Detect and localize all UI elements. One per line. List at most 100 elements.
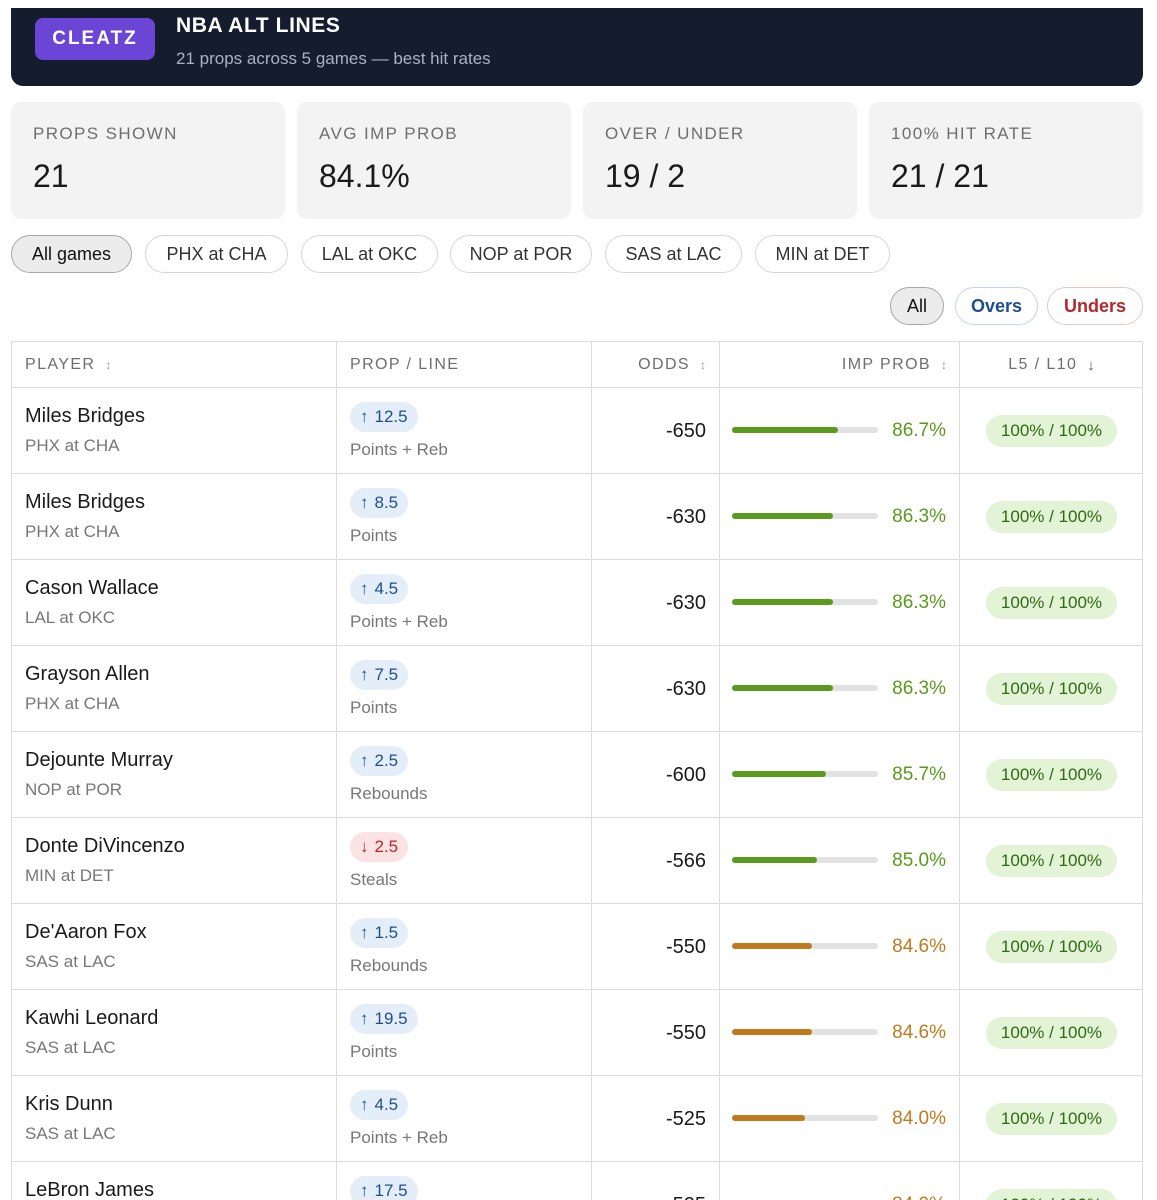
- prop-line-value: 1.5: [374, 923, 399, 942]
- filter-min-at-det[interactable]: MIN at DET: [755, 235, 890, 273]
- arrow-down-icon: ↓: [360, 837, 369, 856]
- imp-prob-bar-fill: [732, 1115, 805, 1121]
- prop-line-badge: ↑ 19.5: [350, 1004, 418, 1034]
- filter-all-games[interactable]: All games: [11, 235, 132, 273]
- filter-phx-at-cha[interactable]: PHX at CHA: [145, 235, 288, 273]
- player-name[interactable]: LeBron James: [25, 1179, 154, 1200]
- player-game: NOP at POR: [25, 780, 122, 799]
- stat-label: PROPS SHOWN: [33, 124, 178, 143]
- table-row[interactable]: Miles Bridges PHX at CHA ↑ 8.5 Points -630 86.…: [12, 474, 1142, 560]
- column-header-hit-rate[interactable]: L5 / L10 ↓: [960, 342, 1143, 388]
- filter-sas-at-lac[interactable]: SAS at LAC: [605, 235, 742, 273]
- player-name[interactable]: Cason Wallace: [25, 577, 159, 599]
- player-name[interactable]: Miles Bridges: [25, 405, 146, 427]
- table-row[interactable]: LeBron JamesLAL at OKC↑17.5Points-52584.…: [12, 1162, 1142, 1200]
- filter-lal-at-okc[interactable]: LAL at OKC: [301, 235, 438, 273]
- arrow-up-icon: ↑: [360, 923, 369, 942]
- imp-prob-bar-fill: [732, 857, 818, 863]
- table-row[interactable]: Kawhi Leonard SAS at LAC ↑ 19.5 Points -550 84…: [12, 990, 1142, 1076]
- column-header-player[interactable]: PLAYER ↕: [25, 342, 111, 388]
- stat-card-props-shown: PROPS SHOWN 21: [11, 102, 285, 219]
- arrow-up-icon: ↑: [360, 493, 369, 512]
- arrow-up-icon: ↑: [360, 665, 369, 684]
- arrow-up-icon: ↑: [360, 1095, 369, 1114]
- table-row[interactable]: Cason Wallace LAL at OKC ↑ 4.5 Points + Reb -…: [12, 560, 1142, 646]
- stats-row: PROPS SHOWN 21 AVG IMP PROB 84.1% OVER /…: [11, 102, 1143, 219]
- player-game: SAS at LAC: [25, 1124, 116, 1143]
- table-row[interactable]: Donte DiVincenzo MIN at DET ↓ 2.5 Steals -566…: [12, 818, 1142, 904]
- odds-value: -566: [665, 850, 706, 872]
- prop-line-value: 8.5: [374, 493, 399, 512]
- stat-value: 21 / 21: [891, 158, 989, 194]
- imp-prob-value: 86.3%: [892, 678, 946, 699]
- column-divider: [591, 342, 592, 1200]
- imp-prob-bar-fill: [732, 1029, 813, 1035]
- side-filter-overs[interactable]: Overs: [955, 287, 1038, 325]
- player-name[interactable]: Miles Bridges: [25, 491, 146, 513]
- column-label: IMP PROB: [841, 356, 931, 373]
- imp-prob-value: 84.0%: [892, 1108, 946, 1129]
- player-name[interactable]: Donte DiVincenzo: [25, 835, 185, 857]
- arrow-up-icon: ↑: [360, 1181, 369, 1200]
- player-name[interactable]: Kawhi Leonard: [25, 1007, 159, 1029]
- player-name[interactable]: Grayson Allen: [25, 663, 150, 685]
- imp-prob-value: 86.7%: [892, 420, 946, 441]
- table-row[interactable]: De'Aaron Fox SAS at LAC ↑ 1.5 Rebounds -550 84…: [12, 904, 1142, 990]
- column-header-prop-line[interactable]: PROP / LINE: [350, 342, 459, 388]
- column-header-odds[interactable]: ODDS ↕: [591, 342, 706, 388]
- prop-line-value: 19.5: [374, 1009, 408, 1028]
- imp-prob-bar-fill: [732, 513, 834, 519]
- hit-rate-badge: 100% / 100%: [986, 501, 1117, 533]
- prop-line-badge: ↓ 2.5: [350, 832, 409, 862]
- imp-prob-bar: [732, 771, 878, 777]
- stat-card-over-under: OVER / UNDER 19 / 2: [583, 102, 857, 219]
- stat-value: 84.1%: [319, 158, 410, 194]
- side-filter-unders[interactable]: Unders: [1047, 287, 1143, 325]
- hit-rate-badge: 100% / 100%: [986, 759, 1117, 791]
- prop-line-badge: ↑ 7.5: [350, 660, 409, 690]
- hit-rate-badge: 100% / 100%: [986, 1017, 1117, 1049]
- stat-label: 100% HIT RATE: [891, 124, 1034, 143]
- imp-prob-bar: [732, 857, 878, 863]
- player-name[interactable]: De'Aaron Fox: [25, 921, 147, 943]
- page-title: NBA ALT LINES: [176, 14, 341, 37]
- prop-line-value: 12.5: [374, 407, 408, 426]
- odds-value: -600: [665, 764, 706, 786]
- sort-icon: ↕: [941, 358, 947, 372]
- side-filter-all[interactable]: All: [890, 287, 944, 325]
- stat-card-avg-imp-prob: AVG IMP PROB 84.1%: [297, 102, 571, 219]
- odds-value: -550: [665, 936, 706, 958]
- table-row[interactable]: Grayson Allen PHX at CHA ↑ 7.5 Points -630 86.…: [12, 646, 1142, 732]
- column-header-imp-prob[interactable]: IMP PROB ↕: [719, 342, 947, 388]
- stat-value: 21: [33, 158, 69, 194]
- prop-line-badge: ↑ 4.5: [350, 574, 409, 604]
- prop-type: Rebounds: [350, 956, 428, 975]
- brand-logo-button[interactable]: CLEATZ: [35, 18, 155, 60]
- filter-nop-at-por[interactable]: NOP at POR: [450, 235, 592, 273]
- prop-type: Points + Reb: [350, 1128, 448, 1147]
- prop-line-value: 2.5: [374, 837, 399, 856]
- table-row[interactable]: Miles Bridges PHX at CHA ↑ 12.5 Points + Reb…: [12, 388, 1142, 474]
- table-row[interactable]: Dejounte Murray NOP at POR ↑ 2.5 Rebounds -60…: [12, 732, 1142, 818]
- imp-prob-bar-fill: [732, 599, 834, 605]
- player-game: SAS at LAC: [25, 952, 116, 971]
- app-header: CLEATZ NBA ALT LINES 21 props across 5 g…: [11, 8, 1143, 86]
- player-game: PHX at CHA: [25, 694, 120, 713]
- prop-line-value: 4.5: [374, 579, 399, 598]
- odds-value: -525: [665, 1108, 706, 1130]
- player-name[interactable]: Kris Dunn: [25, 1093, 113, 1115]
- arrow-up-icon: ↑: [360, 407, 369, 426]
- page-subtitle: 21 props across 5 games — best hit rates: [176, 49, 491, 68]
- imp-prob-value: 86.3%: [892, 506, 946, 527]
- player-game: LAL at OKC: [25, 608, 116, 627]
- player-name[interactable]: Dejounte Murray: [25, 749, 173, 771]
- odds-value: -550: [665, 1022, 706, 1044]
- prop-line-badge: ↑ 2.5: [350, 746, 409, 776]
- stat-label: OVER / UNDER: [605, 124, 745, 143]
- prop-line-badge: ↑ 8.5: [350, 488, 409, 518]
- table-row[interactable]: Kris Dunn SAS at LAC ↑ 4.5 Points + Reb -525 8…: [12, 1076, 1142, 1162]
- column-divider: [336, 342, 337, 1200]
- arrow-up-icon: ↑: [360, 751, 369, 770]
- prop-line-badge: ↑ 4.5: [350, 1090, 409, 1120]
- imp-prob-bar: [732, 1029, 878, 1035]
